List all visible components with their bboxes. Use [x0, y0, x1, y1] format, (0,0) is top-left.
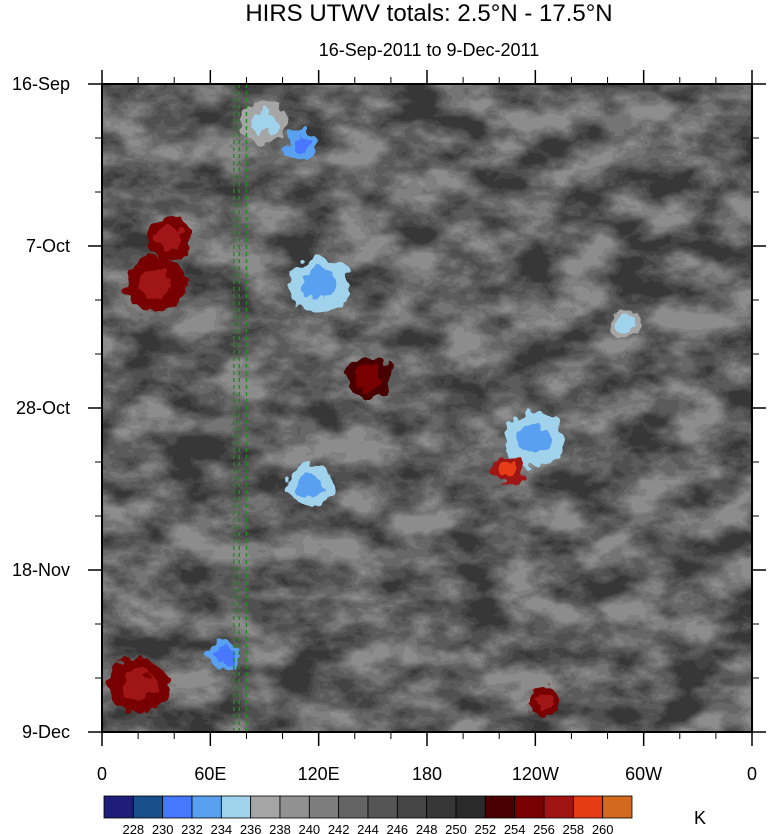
- colorbar-level-label: 232: [181, 822, 203, 834]
- colorbar-level-label: 242: [328, 822, 350, 834]
- colorbar-level-label: 246: [386, 822, 408, 834]
- colorbar-swatch: [514, 795, 545, 819]
- feature-core: [291, 137, 310, 154]
- colorbar-level-label: 248: [416, 822, 438, 834]
- colorbar-swatch: [396, 795, 428, 819]
- y-tick-label: 28-Oct: [16, 398, 70, 418]
- colorbar-level-label: 244: [357, 822, 379, 834]
- colorbar-level-label: 250: [445, 822, 467, 834]
- x-tick-label: 120W: [512, 764, 559, 784]
- x-axis: 0 60E 120E 180 120W 60W 0: [97, 70, 757, 784]
- feature-core: [535, 693, 554, 710]
- colorbar-level-label: 230: [152, 822, 174, 834]
- colorbar-swatch: [543, 795, 574, 819]
- x-tick-label: 0: [97, 764, 107, 784]
- colorbar-level-label: 236: [240, 822, 262, 834]
- colorbar-swatch: [191, 795, 222, 819]
- x-tick-label: 180: [412, 764, 442, 784]
- colorbar-unit: K: [694, 808, 706, 828]
- feature-core: [155, 226, 182, 250]
- feature-core: [215, 646, 234, 663]
- y-axis: 16-Sep 7-Oct 28-Oct 18-Nov 9-Dec: [12, 74, 766, 742]
- feature-core: [121, 670, 156, 702]
- feature-core: [296, 473, 323, 497]
- colorbar-swatch: [426, 795, 457, 819]
- colorbar-level-label: 240: [298, 822, 320, 834]
- colorbar-level-label: 258: [562, 822, 584, 834]
- y-tick-label: 16-Sep: [12, 74, 70, 94]
- colorbar-swatch: [103, 795, 134, 819]
- x-tick-label: 60W: [625, 764, 662, 784]
- colorbar: 228 230 232 234 236 238 240 242 244 246 248 250 252 2…: [103, 795, 706, 834]
- reference-lines: [233, 84, 248, 732]
- colorbar-swatch: [602, 795, 633, 819]
- x-tick-label: 120E: [298, 764, 340, 784]
- y-tick-label: 18-Nov: [12, 560, 70, 580]
- colorbar-level-label: 234: [210, 822, 232, 834]
- colorbar-swatch: [279, 795, 310, 819]
- feature-core: [356, 365, 383, 389]
- colorbar-level-label: 260: [592, 822, 614, 834]
- chart-subtitle: 16-Sep-2011 to 9-Dec-2011: [318, 40, 540, 60]
- colorbar-level-label: 254: [504, 822, 526, 834]
- x-tick-label: 60E: [194, 764, 226, 784]
- colorbar-swatch: [455, 795, 486, 819]
- y-tick-label: 9-Dec: [22, 722, 70, 742]
- feature-core: [499, 461, 518, 478]
- feature-core: [301, 269, 336, 300]
- colorbar-swatch: [308, 795, 340, 819]
- y-tick-label: 7-Oct: [26, 236, 70, 256]
- x-tick-label: 0: [747, 764, 757, 784]
- colorbar-level-label: 238: [269, 822, 291, 834]
- colorbar-level-label: 228: [122, 822, 144, 834]
- feature-core: [518, 423, 553, 455]
- colorbar-swatch: [338, 795, 369, 819]
- anomaly-blobs: [107, 101, 642, 716]
- utwv-field: [102, 84, 752, 732]
- colorbar-swatch: [132, 795, 164, 819]
- colorbar-swatch: [484, 795, 516, 819]
- colorbar-swatch: [162, 795, 193, 819]
- colorbar-swatch: [220, 795, 252, 819]
- colorbar-swatch: [572, 795, 604, 819]
- feature-core: [139, 269, 174, 300]
- colorbar-swatch: [250, 795, 281, 819]
- colorbar-swatch: [367, 795, 398, 819]
- feature-core: [251, 110, 278, 135]
- chart-title: HIRS UTWV totals: 2.5°N - 17.5°N: [245, 0, 613, 27]
- feature-core: [616, 315, 635, 332]
- colorbar-level-label: 256: [533, 822, 555, 834]
- colorbar-level-label: 252: [474, 822, 496, 834]
